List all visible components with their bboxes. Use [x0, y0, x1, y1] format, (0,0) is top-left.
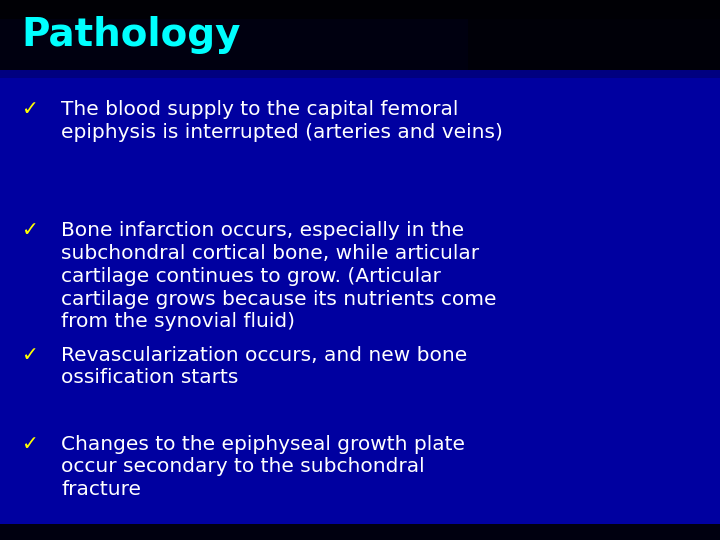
- Text: Bone infarction occurs, especially in the
subchondral cortical bone, while artic: Bone infarction occurs, especially in th…: [61, 221, 497, 332]
- Text: The blood supply to the capital femoral
epiphysis is interrupted (arteries and v: The blood supply to the capital femoral …: [61, 100, 503, 141]
- FancyBboxPatch shape: [468, 0, 720, 70]
- Text: Changes to the epiphyseal growth plate
occur secondary to the subchondral
fractu: Changes to the epiphyseal growth plate o…: [61, 435, 465, 499]
- Text: Revascularization occurs, and new bone
ossification starts: Revascularization occurs, and new bone o…: [61, 346, 467, 387]
- Text: ✓: ✓: [22, 100, 38, 119]
- FancyBboxPatch shape: [0, 0, 720, 19]
- Text: ✓: ✓: [22, 435, 38, 454]
- FancyBboxPatch shape: [0, 0, 720, 70]
- FancyBboxPatch shape: [0, 524, 720, 540]
- FancyBboxPatch shape: [0, 70, 720, 78]
- Text: Pathology: Pathology: [22, 16, 241, 54]
- Text: ✓: ✓: [22, 221, 38, 240]
- Text: ✓: ✓: [22, 346, 38, 365]
